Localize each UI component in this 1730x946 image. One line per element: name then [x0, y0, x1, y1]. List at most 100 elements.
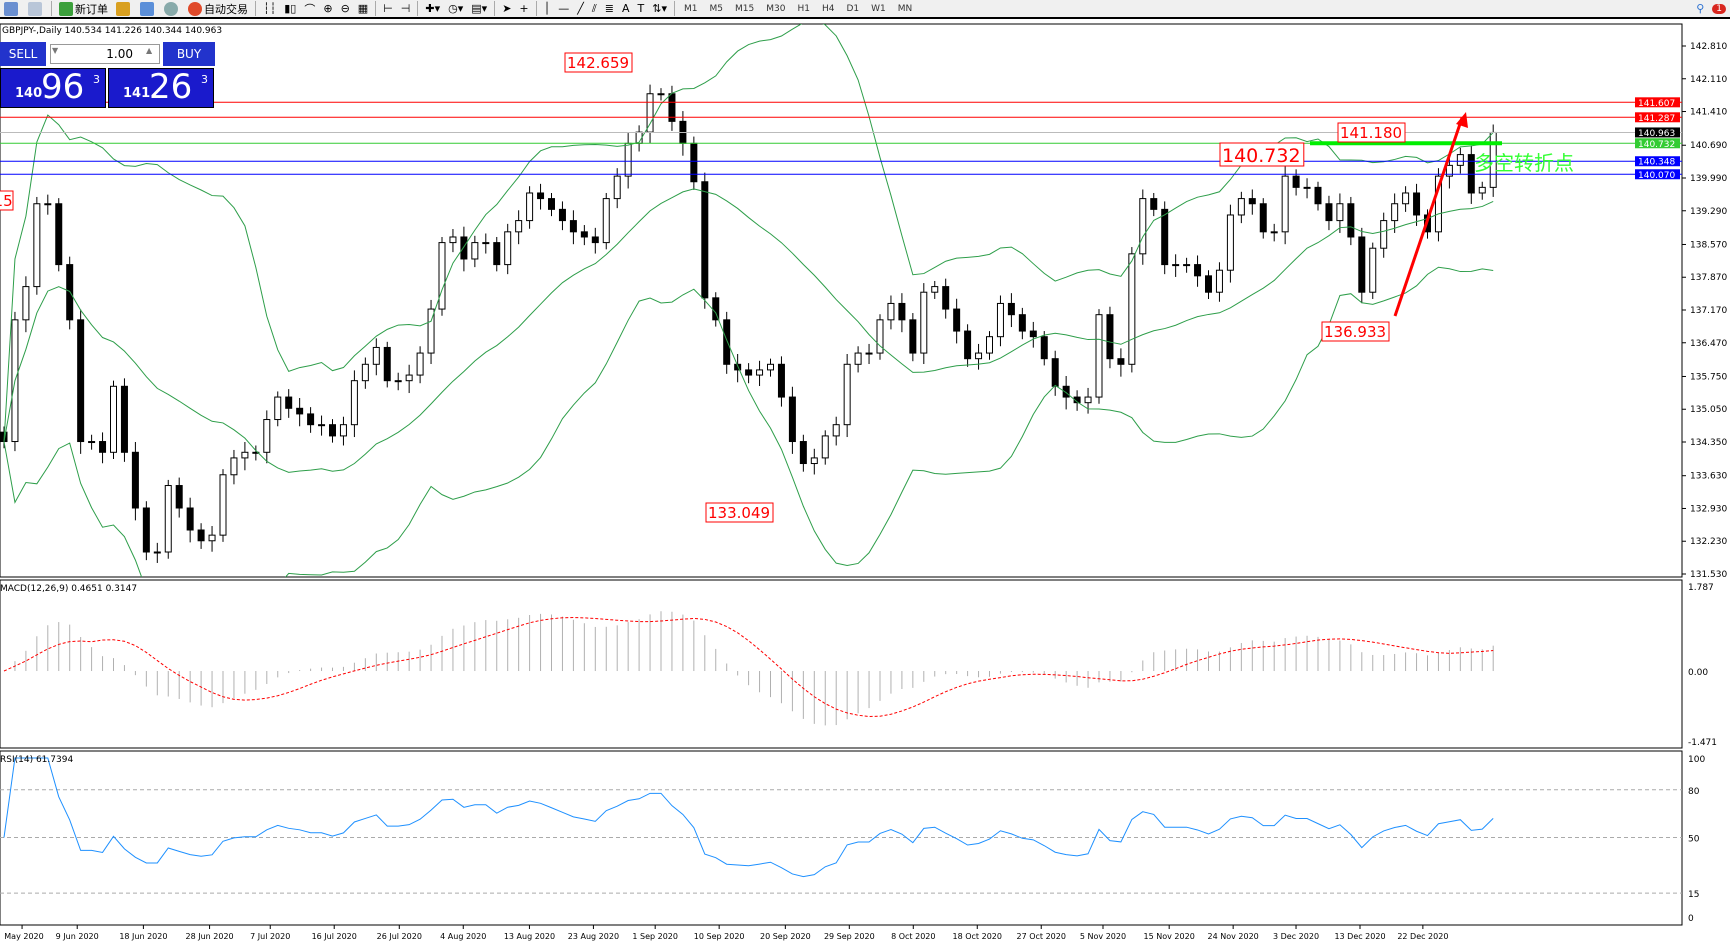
candle-body — [1226, 214, 1234, 271]
new-order-label: 新订单 — [75, 2, 108, 16]
chart-shift-button[interactable]: ⊣ — [400, 2, 411, 15]
candle-body — [920, 291, 928, 354]
macd-y-label: 0.00 — [1688, 668, 1708, 678]
price-label: 136.933 — [1324, 323, 1386, 341]
zoom-in-button[interactable]: ⊕ — [323, 2, 333, 15]
candle-body — [756, 369, 764, 376]
macd-pane-frame — [0, 579, 1683, 749]
candle-body — [580, 231, 588, 238]
lot-size-input[interactable]: 1.00 — [50, 44, 160, 64]
search-icon[interactable]: ⚲ — [1696, 2, 1705, 15]
x-tick-label: 29 Sep 2020 — [824, 932, 875, 941]
timeframe-mn[interactable]: MN — [897, 3, 913, 14]
indicators-button[interactable]: ✚▾ — [425, 2, 441, 15]
candle-body — [788, 396, 796, 443]
candle-body — [131, 451, 139, 509]
candle-body — [44, 203, 52, 206]
cursor-tool[interactable]: ➤ — [502, 2, 512, 15]
price-label: 133.049 — [708, 504, 770, 522]
channel-tool[interactable]: ⫽ — [591, 1, 597, 15]
tile-windows-button[interactable]: ▦ — [357, 2, 369, 15]
rsi-line — [3, 757, 1494, 878]
autoscroll-button[interactable]: ⊢ — [383, 2, 393, 15]
fibonacci-tool[interactable]: ≣ — [604, 2, 614, 15]
trendline-tool[interactable]: ╱ — [577, 2, 584, 15]
text-tool[interactable]: A — [622, 2, 630, 15]
candle-body — [1183, 264, 1191, 267]
zoom-out-button[interactable]: ⊖ — [340, 2, 350, 15]
timeframe-w1[interactable]: W1 — [871, 3, 886, 14]
templates-button[interactable]: ▤▾ — [471, 2, 488, 15]
candle-body — [964, 330, 972, 360]
lot-decrease-arrow[interactable]: ▼ — [52, 46, 59, 55]
sell-price[interactable]: 140 96 3 — [0, 67, 106, 108]
candle-body — [219, 474, 227, 536]
candle-body — [679, 120, 687, 144]
signals-button[interactable] — [160, 0, 184, 17]
price-label-box — [1337, 122, 1406, 143]
candle-chart-button[interactable]: ▮▯ — [284, 2, 297, 15]
candle-body — [745, 369, 753, 376]
x-tick-label: 18 Oct 2020 — [953, 932, 1002, 941]
timeframe-m1[interactable]: M1 — [684, 3, 698, 14]
x-tick-label: 4 Aug 2020 — [440, 932, 486, 941]
price-tag-label: 140.963 — [1638, 129, 1675, 139]
line-chart-button[interactable]: ⌒ — [304, 2, 316, 16]
bar-chart-button[interactable]: ┆┆ — [263, 2, 277, 15]
candle-body — [1248, 198, 1256, 205]
candle-body — [887, 302, 895, 321]
label-tool[interactable]: T — [637, 2, 645, 15]
lot-increase-arrow[interactable]: ▲ — [146, 46, 153, 55]
candle-body — [1040, 336, 1048, 360]
candle-body — [230, 457, 238, 476]
timeframe-h4[interactable]: H4 — [821, 3, 835, 14]
sell-button[interactable]: SELL — [0, 42, 46, 66]
navigator-button[interactable] — [136, 0, 160, 17]
rsi-y-label: 80 — [1688, 787, 1700, 797]
y-tick-label: 141.410 — [1690, 108, 1727, 118]
crosshair-tool[interactable]: + — [519, 2, 529, 15]
candle-body — [1445, 164, 1453, 177]
horizontal-line-tool[interactable]: — — [558, 2, 570, 15]
candle-body — [1270, 231, 1278, 234]
auto-trading-button[interactable]: 自动交易 — [184, 0, 252, 17]
candle-body — [1205, 275, 1212, 293]
candle-body — [1314, 186, 1322, 205]
candle-body — [1106, 314, 1114, 360]
timeframe-h1[interactable]: H1 — [797, 3, 810, 14]
vertical-line-tool[interactable]: │ — [543, 2, 551, 15]
zoom-icon-button[interactable] — [24, 0, 48, 17]
y-tick-label: 135.050 — [1690, 405, 1727, 415]
candle-body — [274, 396, 282, 421]
candle-body — [197, 529, 205, 542]
buy-button[interactable]: BUY — [163, 42, 215, 66]
candle-body — [1095, 314, 1103, 398]
candles — [0, 84, 1497, 563]
y-tick-label: 134.350 — [1690, 438, 1727, 448]
note-text: 多空转折点 — [1474, 151, 1574, 175]
periods-button[interactable]: ◷▾ — [448, 2, 464, 15]
alerts-button[interactable]: 1 — [1708, 0, 1730, 17]
candle-body — [77, 319, 85, 443]
new-order-button[interactable]: 新订单 — [55, 0, 112, 17]
x-tick-label: 20 Sep 2020 — [760, 932, 811, 941]
candle-body — [767, 363, 774, 371]
candle-body — [318, 424, 326, 427]
candle-body — [1007, 302, 1015, 316]
sell-price-prefix: 140 — [15, 86, 43, 101]
timeframe-m5[interactable]: M5 — [709, 3, 724, 14]
timeframe-m15[interactable]: M15 — [735, 3, 755, 14]
buy-price[interactable]: 141 26 3 — [108, 67, 214, 108]
x-tick-label: 10 Sep 2020 — [694, 932, 745, 941]
timeframe-m30[interactable]: M30 — [766, 3, 786, 14]
price-tag — [1635, 97, 1680, 108]
candle-body — [1467, 154, 1475, 194]
arrows-tool[interactable]: ⇅▾ — [652, 2, 668, 15]
strategy-tester-button[interactable] — [112, 0, 136, 17]
timeframe-d1[interactable]: D1 — [846, 3, 860, 14]
new-chart-button[interactable] — [0, 0, 24, 17]
candle-body — [186, 507, 194, 531]
candle-body — [657, 93, 665, 96]
x-tick-label: 3 Dec 2020 — [1273, 932, 1319, 941]
